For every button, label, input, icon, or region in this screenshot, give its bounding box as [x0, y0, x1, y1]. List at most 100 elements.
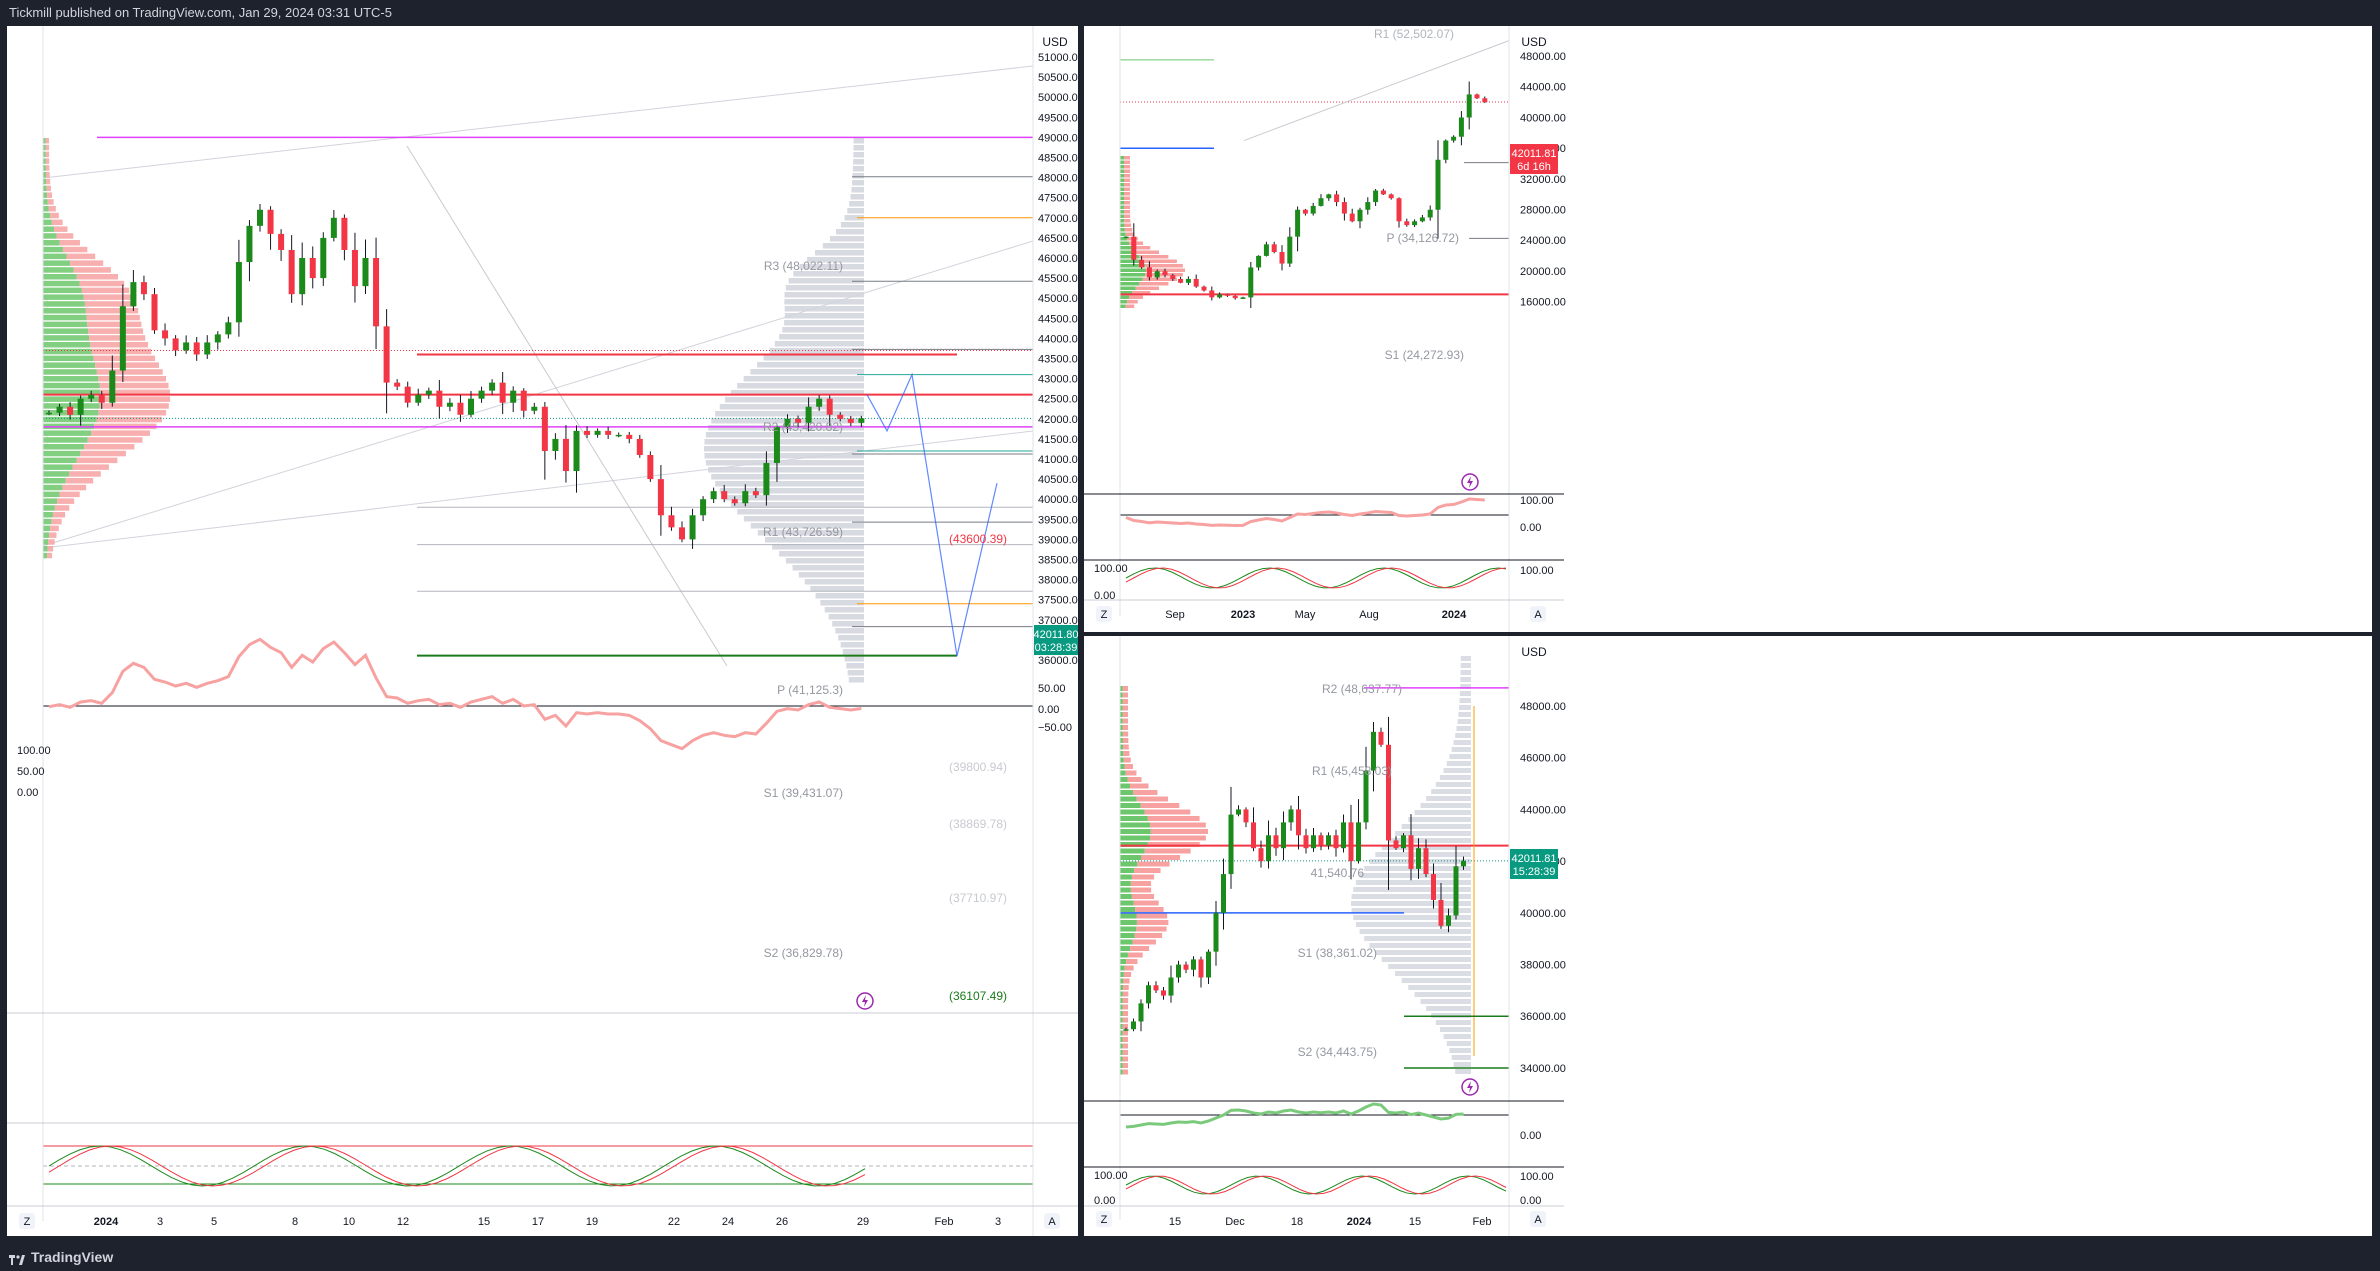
dl-volume-profile-bar-grey [1355, 880, 1471, 885]
dl-volume-profile-bar-red [1134, 868, 1161, 873]
main-candle [742, 491, 749, 504]
volume-profile-bar-green [43, 389, 101, 396]
dl-time-tick: 18 [1291, 1216, 1303, 1228]
zoom-reset-button[interactable] [19, 1213, 35, 1229]
dl-volume-profile-bar-red [1122, 705, 1129, 711]
dl-volume-profile-bar-red [1122, 1050, 1128, 1055]
volume-profile-bar-green [43, 552, 48, 559]
wk-candle [1263, 244, 1269, 256]
dl-volume-profile-bar-green [1120, 926, 1137, 932]
volume-profile-bar-green [43, 532, 50, 538]
volume-profile-bar-grey [704, 439, 864, 445]
price-tick: 43500.00 [1038, 354, 1078, 366]
wk-osc1-tick: 0.00 [1520, 522, 1541, 534]
main-candle [520, 390, 527, 411]
wk-volume-profile-bar-red [1145, 264, 1183, 268]
daily-chart-svg[interactable]: USD 48000.0046000.0044000.0042000.004000… [1084, 636, 2372, 1236]
dl-volume-profile-bar-red [1133, 790, 1158, 795]
dl-zoom-reset-button[interactable] [1096, 1211, 1112, 1227]
dl-lightning-glyph [1467, 1081, 1473, 1093]
dl-volume-profile-bar-green [1120, 1063, 1123, 1068]
dl-volume-profile-bar-green [1120, 1069, 1123, 1075]
volume-profile-bar-green [43, 294, 84, 300]
volume-profile-bar-green [43, 396, 101, 402]
volume-profile-bar-grey [829, 236, 864, 242]
main-candle [278, 233, 285, 250]
wk-volume-profile-bar-green [1120, 246, 1133, 250]
volume-profile-bar-grey [705, 460, 864, 466]
dl-volume-profile-bar-green [1120, 725, 1123, 730]
dl-time-tick: 15 [1409, 1216, 1421, 1228]
volume-profile-bar-green [43, 369, 97, 375]
wk-candle [1146, 267, 1152, 278]
dl-volume-profile-bar-green [1120, 933, 1135, 938]
main-chart-panel[interactable]: USD 51000.00 50500.00 50000.00 49500.00 4900… [7, 26, 1078, 1236]
dl-volume-profile-bar-grey [1435, 782, 1471, 787]
wk-volume-profile-bar-red [1124, 160, 1130, 164]
price-tick: 38500.00 [1038, 555, 1078, 567]
wk-zoom-reset-button[interactable] [1096, 606, 1112, 622]
publisher-header: Tickmill published on TradingView.com, J… [0, 0, 2380, 26]
wk-auto-scale-button[interactable] [1530, 606, 1546, 622]
dl-candle [1386, 744, 1391, 841]
volume-profile-bar-green [43, 471, 70, 477]
main-candle [309, 258, 316, 279]
main-candle [721, 491, 728, 500]
currency-label: USD [1042, 35, 1068, 49]
dl-volume-profile-bar-red [1123, 985, 1129, 990]
weekly-chart-panel[interactable]: USD 48000.0044000.0040000.0036000.003200… [1084, 26, 2372, 632]
wk-volume-profile-bar-green [1120, 174, 1124, 178]
wk-volume-profile-bar-red [1132, 291, 1151, 295]
main-candle [77, 398, 84, 415]
dl-candle [1393, 840, 1399, 849]
dl-volume-profile-bar-red [1122, 1069, 1128, 1075]
dl-volume-profile-bar-red [1122, 699, 1129, 704]
dl-price-tick: 38000.00 [1520, 960, 1566, 972]
dl-volume-profile-bar-grey [1435, 1020, 1471, 1025]
daily-chart-panel[interactable]: USD 48000.0046000.0044000.0042000.004000… [1084, 636, 2372, 1236]
dl-volume-profile-bar-green [1120, 1011, 1123, 1016]
dl-volume-profile-bar-grey [1449, 1048, 1471, 1053]
main-candle [267, 209, 274, 234]
volume-profile-bar-red [84, 444, 135, 450]
dl-volume-profile-bar-green [1120, 868, 1135, 873]
wk-volume-profile-bar-green [1120, 232, 1126, 236]
volume-profile-bar-green [43, 314, 87, 321]
wk-candle [1209, 290, 1215, 298]
wk-price-tick: 28000.00 [1520, 205, 1566, 217]
dl-volume-profile-bar-red [1126, 959, 1138, 964]
wk-volume-profile-bar-green [1120, 183, 1124, 187]
dl-volume-profile-bar-green [1120, 894, 1132, 899]
dl-volume-profile-bar-green [1120, 907, 1136, 912]
auto-scale-button[interactable] [1044, 1213, 1060, 1229]
dl-r1-label: R1 (45,458.03) [1312, 764, 1392, 778]
main-candle [172, 338, 179, 351]
dl-volume-profile-bar-grey [1420, 803, 1471, 808]
wk-osc2-d-line [1125, 567, 1507, 589]
wk-volume-profile-bar-red [1125, 232, 1135, 236]
dl-volume-profile-bar-green [1120, 777, 1128, 782]
wk-price-tick: 16000.00 [1520, 297, 1566, 309]
dl-candle [1288, 809, 1294, 823]
price-tick: 36000.00 [1038, 655, 1078, 667]
weekly-chart-svg[interactable]: USD 48000.0044000.0040000.0036000.003200… [1084, 26, 2372, 632]
dl-volume-profile-bar-red [1136, 926, 1167, 932]
volume-profile-bar-red [70, 260, 104, 266]
wk-volume-profile-bar-green [1120, 304, 1126, 308]
dl-candle [1198, 959, 1204, 978]
volume-profile-bar-green [43, 240, 60, 246]
main-candle [626, 434, 633, 439]
main-chart-svg[interactable]: USD 51000.00 50500.00 50000.00 49500.00 4900… [7, 26, 1078, 1236]
dl-volume-profile-bar-green [1120, 1037, 1123, 1042]
level-38869-label: (38869.78) [949, 817, 1007, 831]
dl-auto-scale-button[interactable] [1530, 1211, 1546, 1227]
wk-zoom-reset-label: Z [1101, 609, 1108, 621]
volume-profile-bar-grey [763, 355, 864, 361]
dl-volume-profile-bar-grey [1459, 698, 1471, 703]
dl-price-tick: 34000.00 [1520, 1063, 1566, 1075]
wk-pivot-label: P (34,126.72) [1387, 231, 1460, 245]
volume-profile-bar-red [45, 138, 50, 144]
volume-profile-bar-grey [840, 642, 864, 648]
volume-profile-bar-green [43, 430, 92, 436]
main-candle [46, 412, 52, 415]
